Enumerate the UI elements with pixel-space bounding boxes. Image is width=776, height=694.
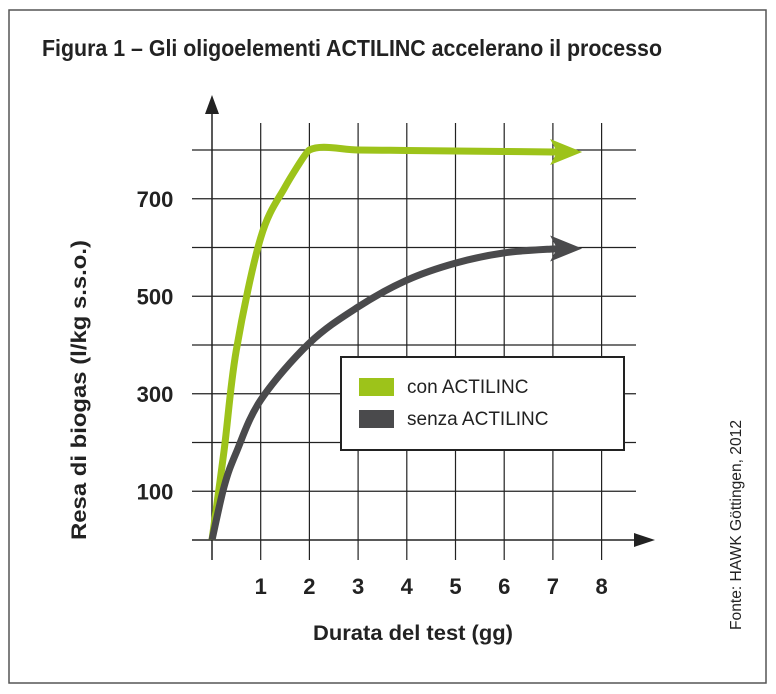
axes (192, 95, 655, 560)
x-axis-arrow-icon (634, 533, 655, 547)
legend-label-senza-actilinc: senza ACTILINC (407, 409, 549, 430)
x-tick-label: 6 (498, 574, 510, 599)
x-axis-label: Durata del test (gg) (313, 622, 513, 645)
series-arrow-icon (550, 235, 583, 262)
series-line-senza-actilinc (208, 244, 573, 541)
x-tick-label: 7 (547, 574, 559, 599)
x-tick-label: 5 (449, 574, 461, 599)
series-line-con-actilinc (208, 143, 573, 541)
legend: con ACTILINC senza ACTILINC (340, 356, 625, 451)
x-tick-label: 8 (595, 574, 607, 599)
legend-swatch-senza-actilinc (359, 410, 394, 428)
y-axis-label: Resa di biogas (l/kg s.s.o.) (68, 240, 91, 540)
y-axis-arrow-icon (205, 95, 219, 114)
x-tick-label: 4 (401, 574, 414, 599)
grid (192, 123, 636, 560)
x-tick-label: 2 (303, 574, 315, 599)
x-tick-label: 1 (255, 574, 267, 599)
legend-swatch-con-actilinc (359, 378, 394, 396)
y-tick-label: 300 (137, 382, 174, 407)
figure-frame (8, 9, 767, 684)
y-tick-label: 700 (137, 187, 174, 212)
source-note: Fonte: HAWK Göttingen, 2012 (728, 420, 745, 630)
legend-label-con-actilinc: con ACTILINC (407, 377, 528, 398)
series-layer (208, 138, 583, 541)
x-tick-label: 3 (352, 574, 364, 599)
tick-labels: 1 2 3 4 5 6 7 8 100 300 500 700 (137, 187, 608, 599)
y-tick-label: 100 (137, 479, 174, 504)
legend-box (340, 356, 625, 451)
series-arrow-icon (550, 138, 583, 165)
chart-title: Figura 1 – Gli oligoelementi ACTILINC ac… (42, 35, 662, 61)
y-tick-label: 500 (137, 284, 174, 309)
